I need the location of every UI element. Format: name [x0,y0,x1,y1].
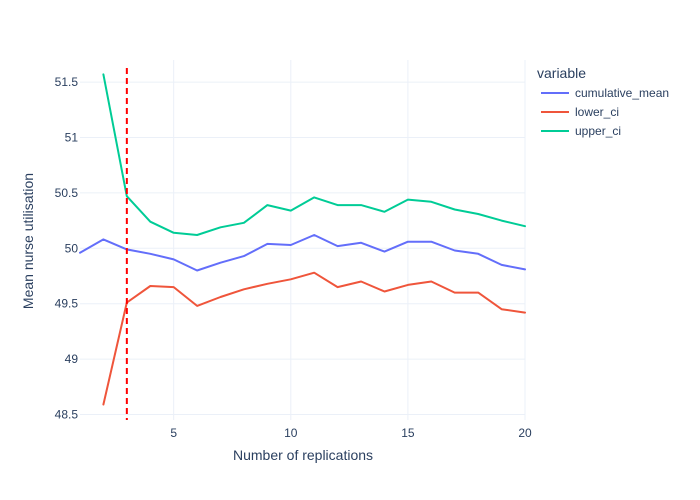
legend-label: upper_ci [575,124,621,138]
x-tick-label: 5 [170,426,177,440]
y-axis-title: Mean nurse utilisation [20,173,36,309]
series-lines [79,73,526,406]
y-tick-label: 49 [65,352,79,366]
legend-label: cumulative_mean [575,86,669,100]
series-line-cumulative-mean [79,234,526,272]
x-axis-title: Number of replications [233,447,373,463]
x-tick-label: 10 [284,426,298,440]
x-tick-label: 20 [518,426,532,440]
y-tick-label: 50 [65,241,79,255]
y-tick-label: 49.5 [55,297,79,311]
legend-label: lower_ci [575,105,619,119]
y-tick-label: 51 [65,131,79,145]
y-axis-ticks: 48.5 49 49.5 50 50.5 51 51.5 [55,75,79,421]
series-line-upper-ci [102,73,526,236]
legend-title: variable [537,65,586,81]
legend: variable cumulative_mean lower_ci upper_ci [537,65,669,138]
y-tick-label: 51.5 [55,75,79,89]
legend-items: cumulative_mean lower_ci upper_ci [541,86,669,138]
y-tick-label: 48.5 [55,407,79,421]
y-tick-label: 50.5 [55,186,79,200]
series-line-lower-ci [102,271,526,406]
x-axis-ticks: 5 10 15 20 [170,426,532,440]
x-tick-label: 15 [401,426,415,440]
grid [80,60,526,420]
